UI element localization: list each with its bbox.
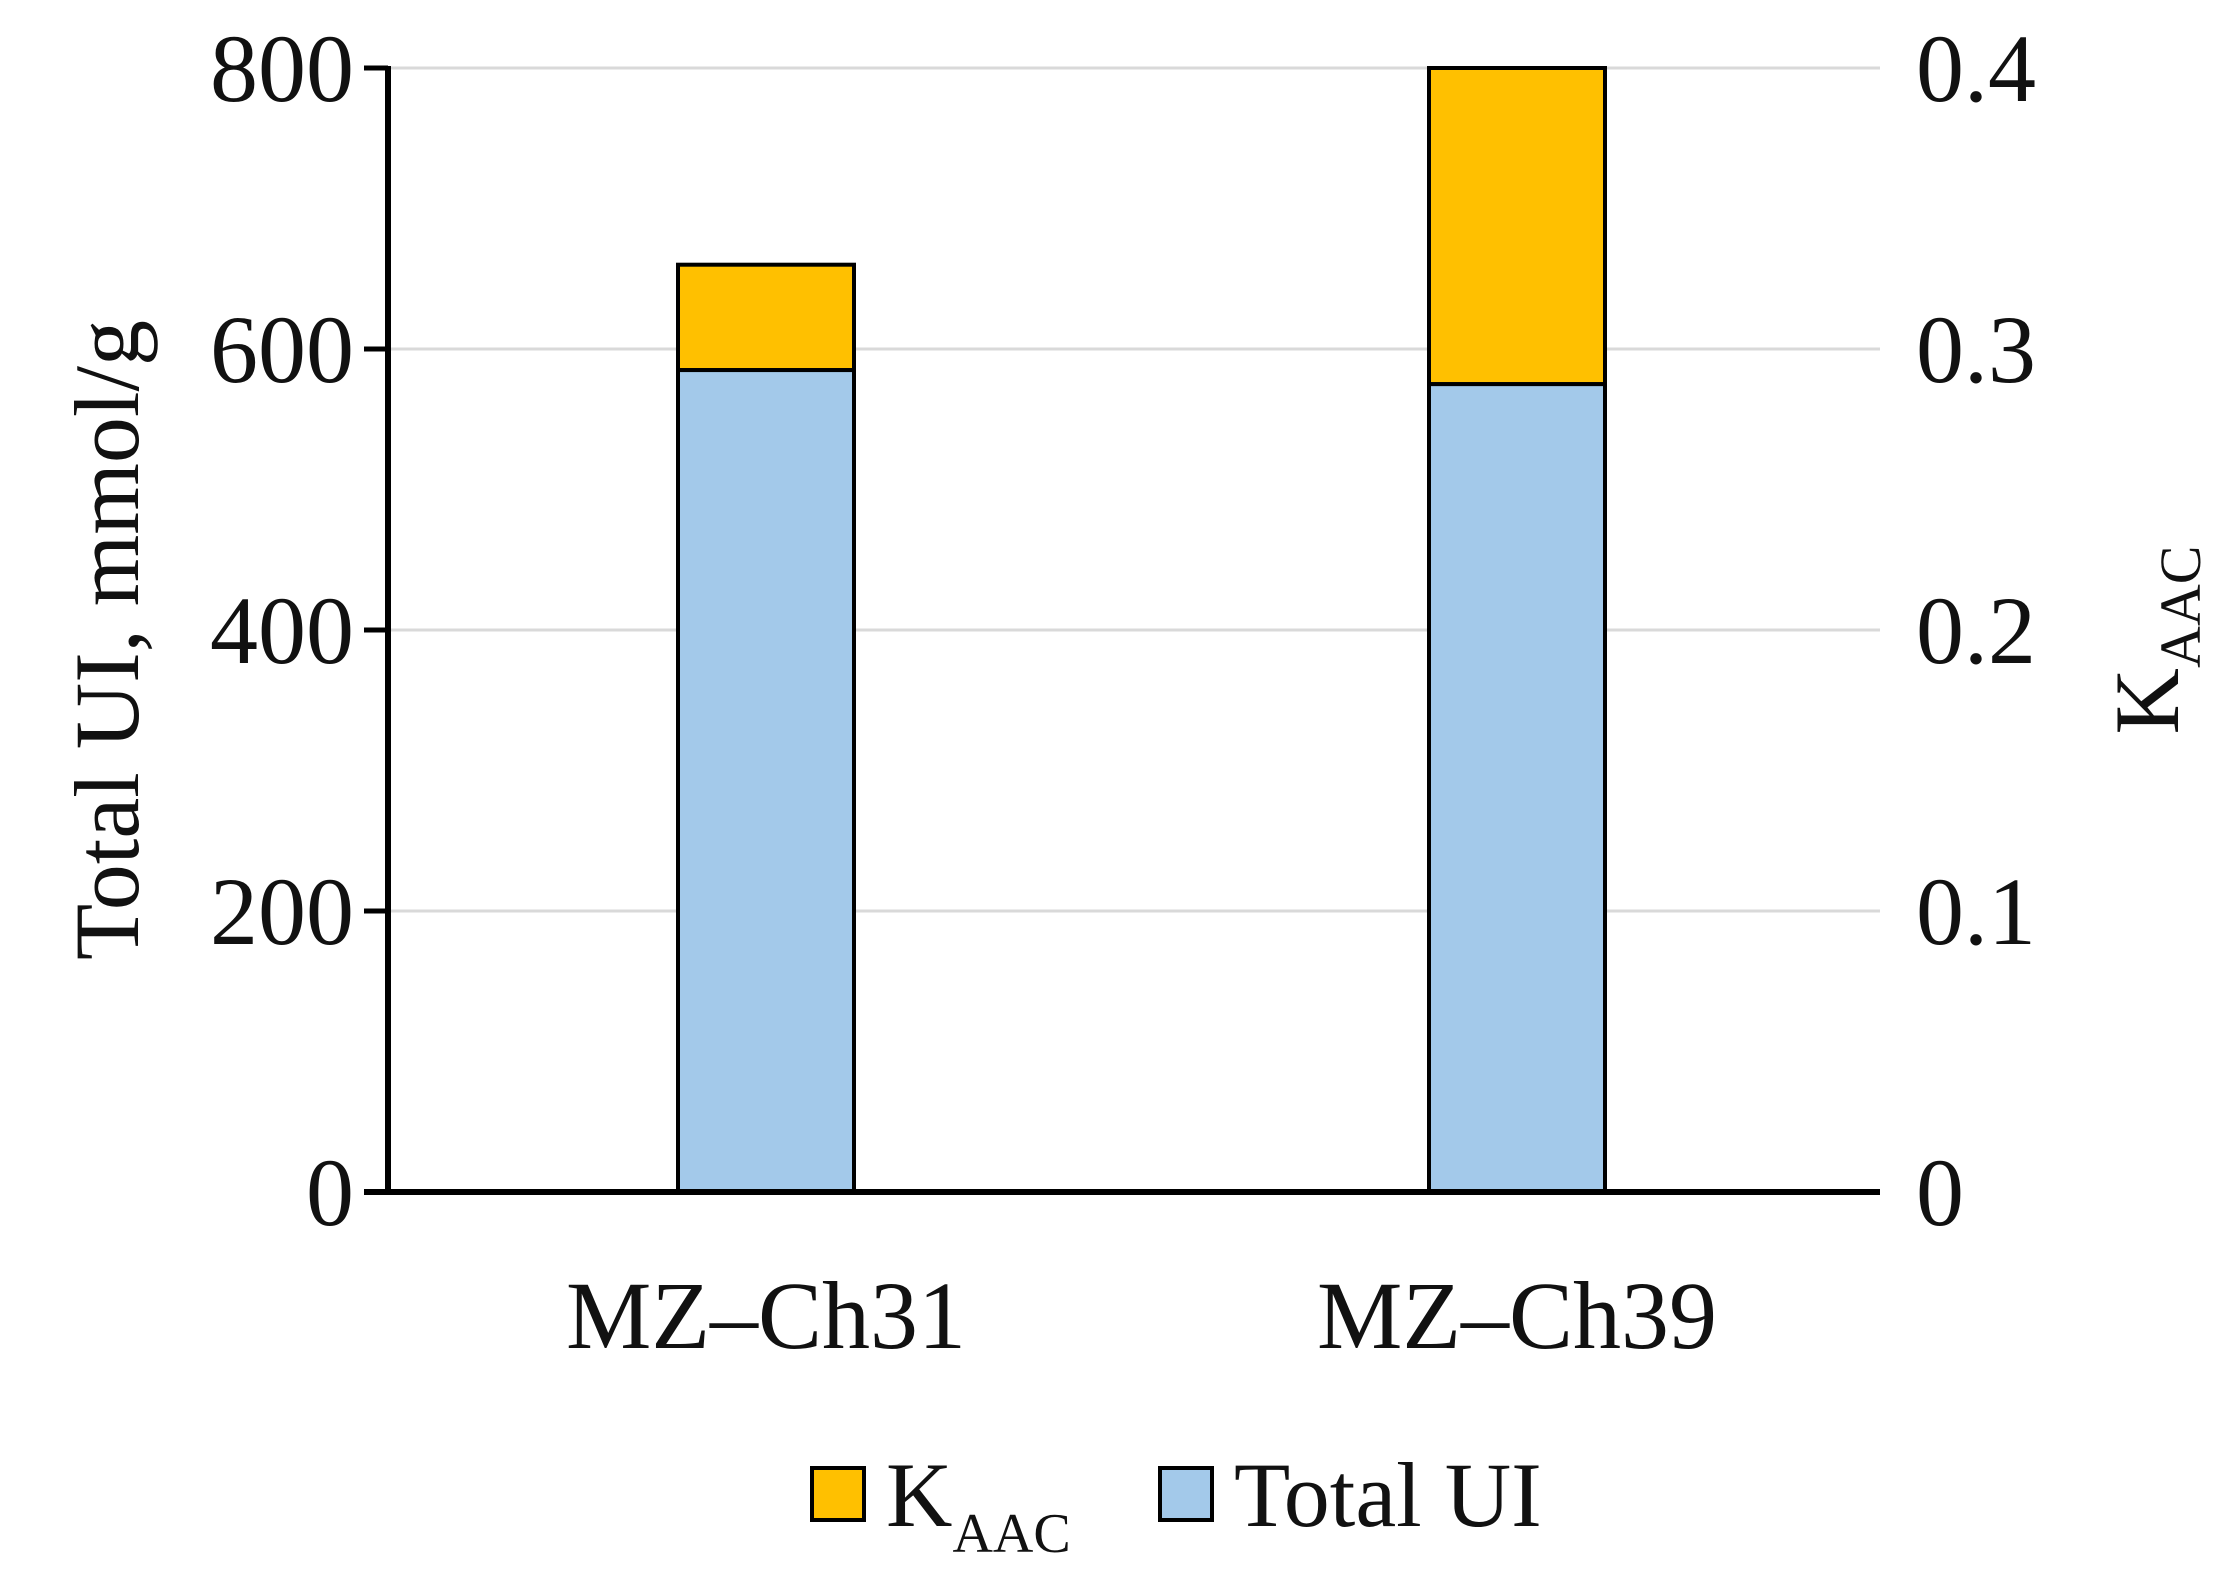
tick-labels: 0 200 400 600 800 0 0.1 0.2 0.3 0.4 — [210, 15, 2036, 1246]
legend-label: Total UI — [1234, 1444, 1542, 1546]
y2-tick-label: 0 — [1916, 1139, 1964, 1246]
y2-tick-label: 0.1 — [1916, 858, 2036, 965]
y-axis-title: Total UI, mmol/g — [56, 320, 158, 960]
bar-kaac-1 — [676, 262, 856, 373]
y-tick-label: 400 — [210, 577, 354, 684]
legend-item-kaac: KAAC — [810, 1444, 1071, 1565]
legend-label: KAAC — [886, 1444, 1071, 1565]
bar-kaac-2 — [1427, 66, 1607, 387]
gridlines — [388, 66, 1880, 913]
y-tick-label: 0 — [306, 1139, 354, 1246]
legend: KAAC Total UI — [810, 1444, 1542, 1565]
bar-total-ui-2 — [1427, 382, 1607, 1194]
y2-tick-label: 0.3 — [1916, 296, 2036, 403]
legend-swatch — [810, 1466, 866, 1522]
y2-tick-label: 0.2 — [1916, 577, 2036, 684]
x-category-label: MZ–Ch31 — [566, 1262, 966, 1369]
y2-axis-title: KAAC — [2096, 546, 2213, 735]
y2-tick-label: 0.4 — [1916, 15, 2036, 122]
x-category-label: MZ–Ch39 — [1317, 1262, 1717, 1369]
legend-swatch — [1158, 1466, 1214, 1522]
legend-item-total-ui: Total UI — [1158, 1444, 1542, 1546]
y-tick-label: 200 — [210, 858, 354, 965]
bar-total-ui-1 — [676, 368, 856, 1194]
y-tick-label: 600 — [210, 296, 354, 403]
axes — [364, 65, 1880, 1195]
y-tick-label: 800 — [210, 15, 354, 122]
category-labels: MZ–Ch31 MZ–Ch39 — [566, 1262, 1717, 1369]
